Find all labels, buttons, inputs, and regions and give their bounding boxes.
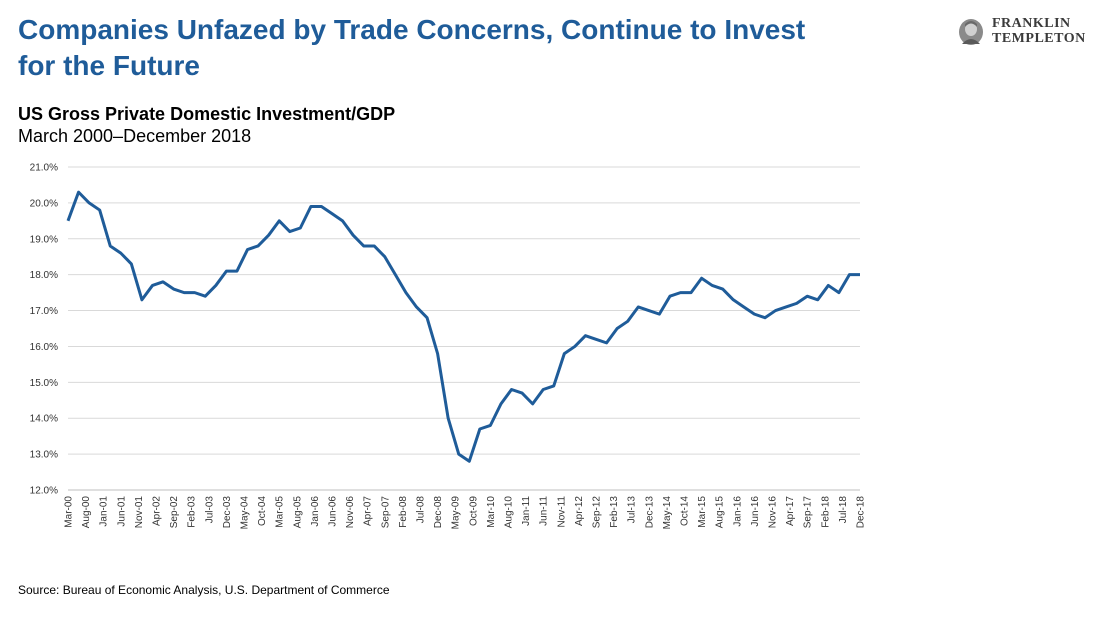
logo-wordmark: FRANKLIN TEMPLETON [992,16,1086,46]
x-tick-label: Nov-06 [345,496,356,529]
x-tick-label: Nov-01 [134,496,145,529]
logo-line-1: FRANKLIN [992,16,1071,31]
x-tick-label: Mar-10 [486,496,497,528]
x-tick-label: Sep-17 [803,496,814,529]
x-tick-label: May-14 [662,496,673,530]
y-tick-label: 18.0% [30,270,58,281]
x-tick-label: Dec-18 [856,496,867,529]
x-tick-label: Sep-12 [592,496,603,529]
x-tick-label: Feb-03 [187,496,198,528]
gridlines [68,166,860,491]
x-tick-label: Nov-16 [768,496,779,529]
x-tick-label: Feb-18 [820,496,831,528]
logo-line-2: TEMPLETON [992,31,1086,46]
x-tick-label: Jul-08 [416,496,427,524]
source-note: Source: Bureau of Economic Analysis, U.S… [18,583,390,597]
x-tick-label: Apr-07 [363,496,374,526]
x-tick-label: Apr-02 [152,496,163,526]
y-tick-label: 13.0% [30,450,58,461]
x-tick-label: Dec-08 [433,496,444,529]
x-axis: Mar-00 Aug-00 Jan-01 Jun-01 Nov-01 Apr-02 Sep-… [64,496,867,530]
x-tick-label: Mar-15 [697,496,708,528]
y-axis: 12.0% 13.0% 14.0% 15.0% 16.0% 17.0% 18.0% 19.0%… [30,163,58,497]
x-tick-label: Aug-15 [715,496,726,529]
x-tick-label: Sep-02 [169,496,180,529]
x-tick-label: Aug-10 [504,496,515,529]
x-tick-label: Dec-13 [644,496,655,529]
y-tick-label: 17.0% [30,306,58,317]
x-tick-label: Jan-11 [521,496,532,526]
x-tick-label: Dec-03 [222,496,233,529]
y-tick-label: 16.0% [30,342,58,353]
x-tick-label: Aug-05 [292,496,303,529]
x-tick-label: Jun-01 [116,496,127,527]
x-tick-label: Feb-13 [609,496,620,528]
page-title: Companies Unfazed by Trade Concerns, Con… [18,14,806,81]
series-line [66,190,860,463]
x-tick-label: Mar-05 [275,496,286,528]
y-tick-label: 21.0% [30,163,58,174]
x-tick-label: Jul-18 [838,496,849,524]
franklin-portrait-icon [959,19,983,45]
x-tick-label: Apr-17 [785,496,796,526]
x-tick-label: Aug-00 [81,496,92,529]
x-tick-label: Jul-03 [204,496,215,524]
franklin-templeton-logo[interactable]: FRANKLIN TEMPLETON [958,16,1108,48]
x-tick-label: Jun-16 [750,496,761,527]
investment-gdp-line-chart: 12.0% 13.0% 14.0% 15.0% 16.0% 17.0% 18.0% 19.0%… [30,163,867,530]
x-tick-label: Jul-13 [627,496,638,524]
x-tick-label: May-09 [451,496,462,530]
chart-date-range: March 2000–December 2018 [18,126,252,146]
x-tick-label: Mar-00 [64,496,75,528]
chart-subtitle: US Gross Private Domestic Investment/GDP [18,104,396,124]
x-tick-label: Jun-06 [328,496,339,527]
x-tick-label: Apr-12 [574,496,585,526]
x-tick-label: Oct-04 [257,496,268,526]
x-tick-label: Jan-16 [732,496,743,527]
x-tick-label: Oct-14 [680,496,691,526]
x-tick-label: Jun-11 [539,496,550,526]
x-tick-label: Jan-06 [310,496,321,527]
y-tick-label: 15.0% [30,378,58,389]
x-tick-label: Nov-11 [556,496,567,528]
y-tick-label: 14.0% [30,414,58,425]
x-tick-label: Sep-07 [380,496,391,529]
x-tick-label: Jan-01 [99,496,110,527]
x-tick-label: Feb-08 [398,496,409,528]
y-tick-label: 20.0% [30,198,58,209]
series-lines [66,190,860,463]
y-tick-label: 12.0% [30,486,58,497]
x-tick-label: May-04 [240,496,251,530]
x-tick-label: Oct-09 [468,496,479,526]
y-tick-label: 19.0% [30,234,58,245]
